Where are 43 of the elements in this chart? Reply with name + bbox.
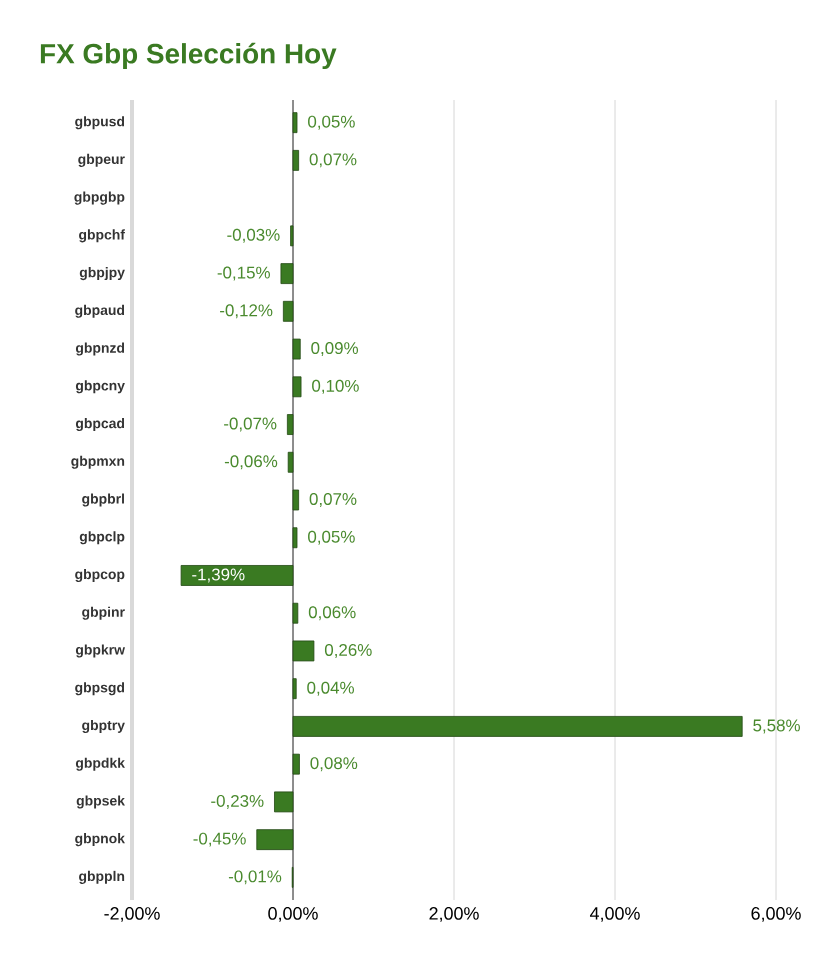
data-label: -0,01% [228,870,282,885]
bar [292,112,298,134]
bar [292,527,298,549]
x-tick-label: 4,00% [589,907,640,922]
x-tick-label: 6,00% [751,907,801,922]
data-label: -0,07% [224,417,277,432]
data-label: 0,04% [307,681,355,696]
data-label: 0,08% [310,757,358,772]
bar [292,338,301,360]
data-label: -0,03% [227,228,280,243]
x-tick-label: 0,00% [268,907,318,922]
data-label: -1,39% [192,568,245,583]
bar [292,376,302,398]
bar [256,829,294,851]
data-label: 0,10% [312,379,359,394]
data-label: -0,23% [211,794,264,809]
data-label: -0,12% [220,304,273,319]
bar [292,602,299,624]
data-label: 0,05% [308,115,355,130]
bar [292,753,300,775]
chart-title: FX Gbp Selección Hoy [40,42,337,70]
x-tick-label: 2,00% [429,907,479,922]
bar [292,489,300,511]
data-label: 0,07% [309,493,357,507]
data-label: 0,07% [309,153,357,168]
bar [286,414,294,435]
data-label: -0,45% [193,832,246,847]
bar [280,263,294,284]
data-label: 0,09% [311,342,359,357]
bar [274,791,294,813]
bar [292,716,743,737]
bar [292,640,315,662]
x-tick-label: -2,00% [104,907,160,922]
data-label: 0,26% [324,643,372,658]
data-label: 0,06% [308,606,356,621]
bar [282,300,294,322]
data-label: 5,58% [753,719,800,734]
data-label: -0,15% [217,266,270,281]
bar [287,451,294,473]
bar [292,149,300,171]
data-label: 0,05% [308,530,355,545]
bar [180,565,294,586]
data-label: -0,06% [224,455,278,470]
